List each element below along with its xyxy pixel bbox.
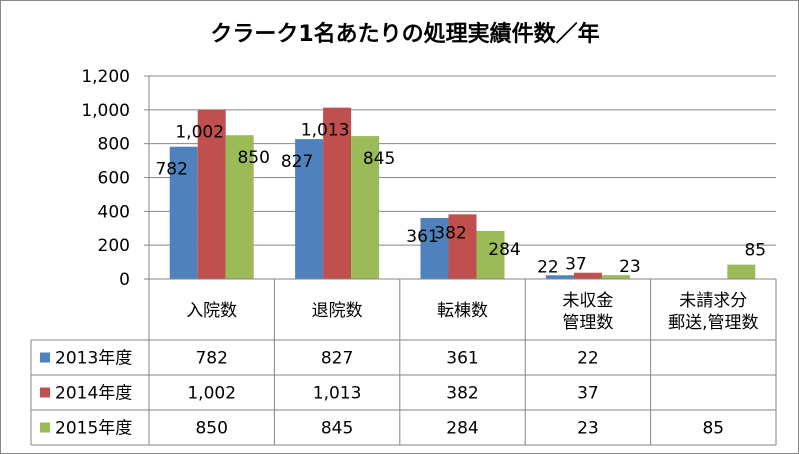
- category-label: 転棟数: [437, 301, 488, 321]
- table-cell: 382: [446, 384, 478, 404]
- bar-2014年度-1: [323, 107, 352, 280]
- category-label: 未請求分: [679, 291, 747, 311]
- y-tick-label: 1,200: [81, 67, 130, 87]
- category-label: 未収金: [562, 291, 613, 311]
- bar-2013年度-1: [295, 139, 324, 279]
- table-cell: 782: [195, 349, 227, 369]
- table-cell: 37: [577, 384, 599, 404]
- legend-swatch: [40, 422, 50, 433]
- y-tick-label: 200: [98, 236, 130, 256]
- data-label: 827: [281, 152, 313, 172]
- bar-2014年度-0: [197, 109, 226, 280]
- data-label: 845: [363, 149, 395, 169]
- bar-2015年度-1: [351, 136, 380, 279]
- table-cell: 284: [446, 419, 478, 439]
- table-cell: 850: [195, 419, 227, 439]
- y-tick-label: 0: [119, 270, 130, 290]
- data-label: 23: [619, 257, 641, 277]
- table-cell: 361: [446, 349, 478, 369]
- legend-label: 2014年度: [55, 384, 132, 404]
- data-label: 361: [406, 227, 438, 247]
- bar-2015年度-4: [727, 264, 756, 279]
- bar-2014年度-3: [573, 272, 602, 279]
- category-label: 管理数: [562, 313, 613, 333]
- table-cell: 22: [577, 349, 599, 369]
- table-cell: 827: [321, 349, 353, 369]
- bar-2013年度-2: [420, 217, 449, 279]
- table-cell: 23: [577, 419, 599, 439]
- data-label: 85: [744, 241, 766, 261]
- table-cell: 1,002: [187, 384, 236, 404]
- data-label: 1,013: [301, 121, 350, 141]
- table-cell: 1,013: [313, 384, 362, 404]
- table-cell: 845: [321, 419, 353, 439]
- data-label: 382: [434, 223, 466, 243]
- legend-label: 2013年度: [55, 349, 132, 369]
- bar-2013年度-0: [169, 146, 198, 279]
- legend-label: 2015年度: [55, 419, 132, 439]
- category-label: 郵送,管理数: [668, 313, 758, 333]
- category-label: 入院数: [186, 301, 237, 321]
- legend-swatch: [40, 387, 50, 398]
- bar-2015年度-3: [601, 275, 630, 279]
- bar-2015年度-0: [225, 135, 254, 279]
- legend-swatch: [40, 352, 50, 363]
- data-label: 284: [488, 240, 520, 260]
- category-label: 退院数: [312, 301, 363, 321]
- y-tick-label: 1,000: [81, 101, 130, 121]
- data-label: 22: [537, 257, 559, 277]
- data-label: 850: [237, 148, 269, 168]
- y-tick-label: 800: [98, 135, 130, 155]
- data-label: 1,002: [175, 122, 224, 142]
- bar-2013年度-3: [545, 275, 574, 279]
- chart-title: クラーク1名あたりの処理実績件数／年: [210, 21, 599, 47]
- table-cell: 85: [702, 419, 724, 439]
- data-label: 37: [565, 255, 587, 275]
- bar-2014年度-2: [448, 214, 477, 279]
- y-tick-label: 600: [98, 169, 130, 189]
- bar-2015年度-2: [476, 230, 505, 279]
- data-label: 782: [155, 160, 187, 180]
- y-tick-label: 400: [98, 202, 130, 222]
